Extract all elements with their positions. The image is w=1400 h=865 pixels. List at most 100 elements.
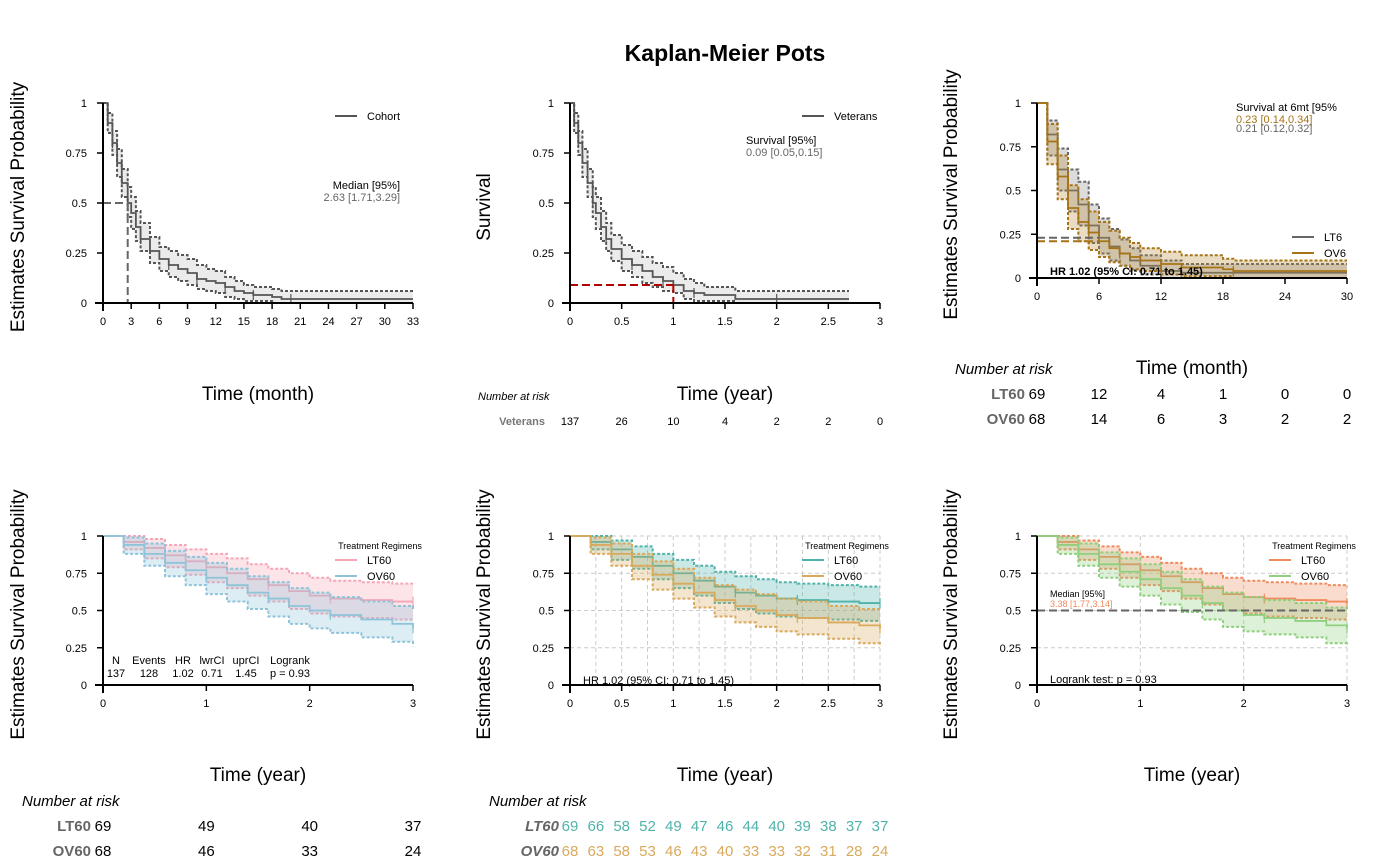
risk-value: 14: [1091, 411, 1108, 428]
risk-value: 0: [1343, 386, 1351, 403]
stats-header: HR: [175, 655, 191, 667]
x-tick-label: 30: [379, 316, 391, 328]
panel-p1: 0 3 6 9 12 15 18 21 24 27 30 33 0 0.25 0.5 0.75 1 Time (m…: [8, 81, 419, 405]
y-tick-label: 0.75: [533, 148, 554, 160]
risk-value: 26: [616, 416, 628, 428]
risk-value: 69: [562, 818, 579, 835]
risk-value: 69: [95, 818, 112, 835]
risk-value: 12: [1091, 386, 1108, 403]
x-tick-label: 0: [1034, 698, 1040, 710]
x-tick-label: 9: [184, 316, 190, 328]
x-tick-label: 2: [774, 316, 780, 328]
risk-table-title: Number at risk: [489, 793, 588, 810]
risk-value: 4: [1157, 386, 1165, 403]
panel-p6: 0 1 2 3 0 0.25 0.5 0.75 1 Time (year) Estimates Su…: [941, 489, 1356, 786]
y-tick-label: 0.75: [66, 568, 87, 580]
annotation: Logrank test: p = 0.93: [1050, 674, 1157, 686]
risk-value: 52: [639, 818, 656, 835]
y-tick-label: 0: [81, 680, 87, 692]
risk-value: 46: [198, 843, 215, 860]
y-tick-label: 0: [81, 298, 87, 310]
y-tick-label: 0: [1015, 680, 1021, 692]
risk-value: 46: [665, 843, 682, 860]
risk-value: 1: [1219, 386, 1227, 403]
x-tick-label: 6: [1096, 291, 1102, 303]
x-tick-label: 3: [1344, 698, 1350, 710]
y-axis-label: Estimates Survival Probability: [474, 489, 495, 740]
risk-value: 37: [846, 818, 863, 835]
y-tick-label: 0.25: [1000, 229, 1021, 241]
ci-lower-OV60: [570, 535, 881, 647]
annotation: 2.63 [1.71,3.29]: [324, 192, 400, 204]
x-tick-label: 12: [210, 316, 222, 328]
y-tick-label: 0.5: [539, 198, 554, 210]
risk-value: 2: [774, 416, 780, 428]
ci-upper-LT60: [570, 535, 880, 588]
risk-value: 68: [1029, 411, 1046, 428]
risk-value: 137: [561, 416, 579, 428]
legend-label: Cohort: [367, 111, 400, 123]
figure-title: Kaplan-Meier Pots: [625, 40, 826, 66]
km-curve-OV60: [103, 535, 414, 629]
legend-label: Veterans: [834, 111, 878, 123]
km-curve-Veterans: [570, 102, 849, 300]
km-curve-OV60: [1037, 535, 1348, 629]
risk-row-label: OV60: [987, 411, 1025, 428]
annotation-hr: HR 1.02 (95% CI: 0.71 to 1.45): [1050, 266, 1203, 278]
y-tick-label: 0: [548, 298, 554, 310]
risk-value: 49: [198, 818, 215, 835]
x-tick-label: 0: [100, 316, 106, 328]
ci-upper-LT60: [103, 535, 413, 585]
ci-upper-LT6: [1037, 102, 1347, 265]
y-axis-label: Survival: [474, 173, 495, 241]
y-tick-label: 0.25: [66, 248, 87, 260]
stats-header: Logrank: [270, 655, 310, 667]
km-curve-OV6: [1037, 102, 1347, 272]
x-tick-label: 3: [128, 316, 134, 328]
risk-value: 28: [846, 843, 863, 860]
risk-value: 24: [872, 843, 889, 860]
risk-value: 58: [613, 843, 630, 860]
y-tick-label: 0.75: [66, 148, 87, 160]
ci-band-LT6: [1037, 103, 1347, 278]
risk-value: 43: [691, 843, 708, 860]
risk-row-label: Veterans: [499, 416, 545, 428]
x-tick-label: 30: [1341, 291, 1353, 303]
risk-value: 63: [587, 843, 604, 860]
stats-value: 137: [107, 668, 125, 680]
x-tick-label: 33: [407, 316, 419, 328]
y-tick-label: 1: [81, 531, 87, 543]
risk-value: 68: [562, 843, 579, 860]
y-tick-label: 0.25: [533, 643, 554, 655]
ci-upper-OV6: [1037, 102, 1347, 262]
x-tick-label: 18: [1217, 291, 1229, 303]
legend-title: Treatment Regimens: [805, 541, 889, 551]
y-tick-label: 1: [81, 98, 87, 110]
x-tick-label: 15: [238, 316, 250, 328]
km-curve-OV60: [570, 535, 881, 629]
risk-row-label: LT60: [525, 818, 560, 835]
ci-upper-LT60: [1037, 535, 1348, 587]
x-axis-label: Time (year): [677, 384, 773, 405]
annotation: 0.23 [0.14,0.34]: [1236, 114, 1312, 126]
ci-band-Veterans: [570, 103, 849, 303]
annotation: 3.38 [1.77,3.14]: [1050, 599, 1113, 609]
ci-lower-OV60: [1037, 535, 1348, 647]
y-axis-label: Estimates Survival Probability: [8, 81, 29, 332]
stats-header: N: [112, 655, 120, 667]
x-tick-label: 1: [670, 698, 676, 710]
risk-value: 0: [877, 416, 883, 428]
x-tick-label: 3: [877, 316, 883, 328]
legend-label: OV60: [834, 571, 862, 583]
ci-upper-OV60: [1037, 535, 1348, 611]
x-tick-label: 1: [1137, 698, 1143, 710]
panel-p2: 0 0.5 1 1.5 2 2.5 3 0 0.25 0.5 0.75 1 Time (year) Sur…: [474, 98, 883, 428]
y-tick-label: 1: [548, 98, 554, 110]
risk-row-label: LT60: [991, 386, 1025, 403]
panel-p4: 0 1 2 3 0 0.25 0.5 0.75 1 Time (year) Estimates Su…: [8, 489, 422, 860]
risk-row-label: LT60: [57, 818, 91, 835]
y-tick-label: 0: [548, 680, 554, 692]
ci-upper-Veterans: [570, 102, 849, 292]
km-curve-Cohort: [103, 102, 413, 300]
